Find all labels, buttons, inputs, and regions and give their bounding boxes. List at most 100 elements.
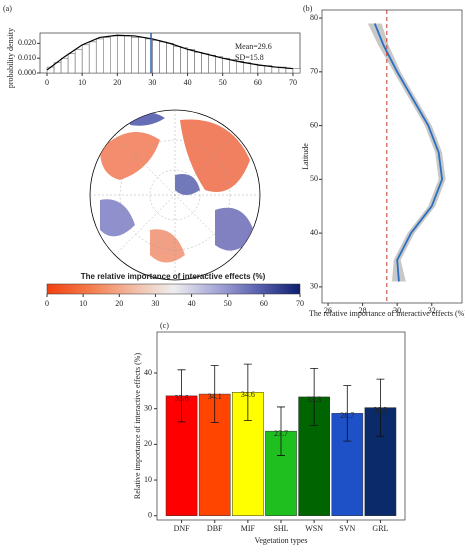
error-bar xyxy=(177,369,186,423)
value-label: 28.7 xyxy=(340,411,354,420)
y-tick-label: 50 xyxy=(310,174,318,183)
x-tick-label: SVN xyxy=(339,524,355,533)
hist-bar xyxy=(250,63,259,74)
x-tick-label: 28 xyxy=(359,306,367,315)
hist-bar xyxy=(257,65,266,74)
value-label: 34.6 xyxy=(241,390,255,399)
value-label: 34.1 xyxy=(208,392,222,401)
hist-bar xyxy=(74,49,83,74)
value-label: 33.3 xyxy=(307,395,321,404)
colorbar-tick-label: 0 xyxy=(45,299,49,308)
colorbar-tick-label: 60 xyxy=(260,299,268,308)
hist-bar xyxy=(180,47,188,74)
y-tick-label: 30 xyxy=(144,404,152,413)
colorbar-tick-label: 50 xyxy=(224,299,232,308)
panel-label: (c) xyxy=(160,321,169,330)
hist-bar xyxy=(194,52,202,74)
x-tick-label: 50 xyxy=(219,78,227,87)
hist-bar xyxy=(292,68,301,74)
x-tick-label: 20 xyxy=(113,78,121,87)
y-tick-label: 40 xyxy=(144,368,152,377)
hist-bar xyxy=(60,57,69,74)
error-bar xyxy=(343,385,352,442)
hist-bar xyxy=(117,35,125,74)
error-bar xyxy=(210,365,219,424)
x-tick-label: 40 xyxy=(184,78,192,87)
hist-bar xyxy=(208,54,216,74)
y-tick-label: 30 xyxy=(310,282,318,291)
x-tick-label: SHL xyxy=(273,524,288,533)
x-axis-label: Vegetation types xyxy=(254,536,307,545)
x-tick-label: DNF xyxy=(174,524,191,533)
hist-bar xyxy=(110,35,118,74)
y-tick-label: 40 xyxy=(310,228,318,237)
hist-bar xyxy=(81,44,90,74)
y-tick-label: 70 xyxy=(310,67,318,76)
colorbar-tick-label: 30 xyxy=(151,299,159,308)
y-axis-label: probability density xyxy=(6,28,15,88)
annotation: Mean=29.6 xyxy=(235,42,272,51)
hist-bar xyxy=(159,41,167,74)
panel-label: (a) xyxy=(3,4,12,13)
value-label: 33.6 xyxy=(175,394,189,403)
colorbar-tick-label: 40 xyxy=(188,299,196,308)
y-tick-label: 20 xyxy=(144,439,152,448)
hist-bar xyxy=(243,62,252,74)
y-axis-label: Relative importance of interactive effec… xyxy=(133,353,142,500)
hist-bar xyxy=(67,53,76,74)
confidence-band xyxy=(367,23,446,282)
density-curve xyxy=(46,34,294,71)
hist-bar xyxy=(124,35,132,74)
value-label: 30.3 xyxy=(373,405,387,414)
hist-bar xyxy=(138,37,146,74)
y-tick-label: 0.010 xyxy=(18,53,36,62)
hist-bar xyxy=(201,53,209,74)
hist-bar xyxy=(285,68,294,74)
x-tick-label: 10 xyxy=(78,78,86,87)
x-tick-label: GRL xyxy=(372,524,388,533)
map xyxy=(89,109,261,281)
hist-bar xyxy=(187,49,195,74)
hist-bar xyxy=(131,37,139,74)
trend-line xyxy=(373,23,444,282)
x-tick-label: WSN xyxy=(305,524,323,533)
y-tick-label: 10 xyxy=(144,475,152,484)
colorbar-tick-label: 20 xyxy=(115,299,123,308)
error-bar xyxy=(277,406,285,456)
hist-bar xyxy=(166,43,174,74)
y-axis-label: Latitude xyxy=(301,143,310,170)
y-tick-label: 0 xyxy=(148,511,152,520)
x-tick-label: 0 xyxy=(45,78,49,87)
x-tick-label: 26 xyxy=(324,306,332,315)
hist-bar xyxy=(222,57,230,74)
x-tick-label: 60 xyxy=(254,78,262,87)
colorbar-tick-label: 70 xyxy=(296,299,304,308)
error-bar xyxy=(243,363,252,421)
panel-label: (b) xyxy=(303,4,313,13)
x-axis-label: The relative importance of interactive e… xyxy=(309,309,465,318)
value-label: 23.7 xyxy=(274,429,288,438)
hist-bar xyxy=(236,60,245,74)
x-tick-label: 32 xyxy=(428,306,436,315)
y-tick-label: 60 xyxy=(310,120,318,129)
hist-bar xyxy=(95,38,104,74)
hist-bar xyxy=(173,46,181,74)
hist-bar xyxy=(152,40,160,74)
plot-frame xyxy=(321,9,463,304)
y-tick-label: 0.000 xyxy=(18,68,36,77)
colorbar xyxy=(46,283,301,295)
x-tick-label: DBF xyxy=(207,524,223,533)
colorbar-tick-label: 10 xyxy=(79,299,87,308)
y-tick-label: 0.020 xyxy=(18,38,36,47)
y-tick-label: 80 xyxy=(310,13,318,22)
hist-bar xyxy=(215,56,223,74)
x-tick-label: 30 xyxy=(148,78,156,87)
x-tick-label: MIF xyxy=(241,524,256,533)
error-bar xyxy=(310,367,319,426)
x-tick-label: 30 xyxy=(393,306,401,315)
annotation: SD=15.8 xyxy=(235,53,264,62)
colorbar-title: The relative importance of interactive e… xyxy=(81,272,266,281)
error-bar xyxy=(376,378,385,437)
x-tick-label: 70 xyxy=(289,78,297,87)
